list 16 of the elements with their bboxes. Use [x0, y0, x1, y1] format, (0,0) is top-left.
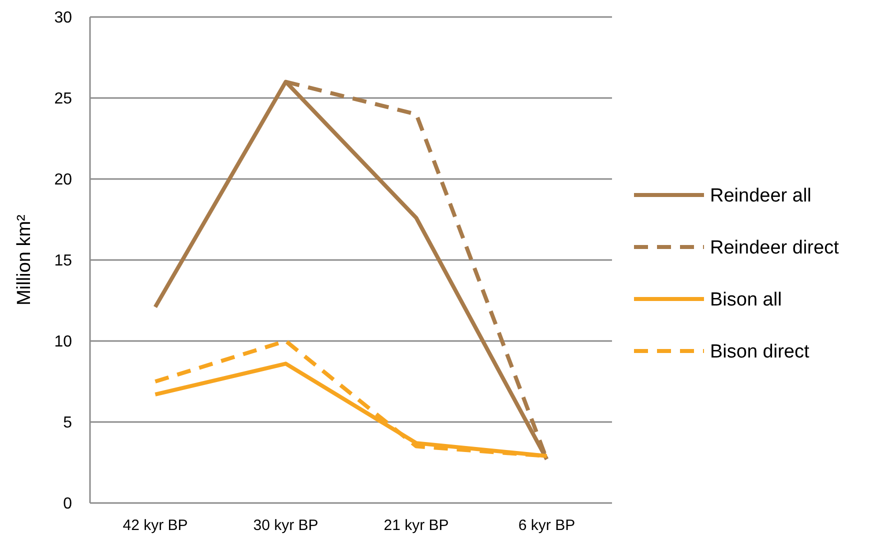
y-tick-label: 5 [63, 414, 72, 432]
y-axis-title: Million km² [14, 214, 35, 306]
y-tick-label: 30 [54, 10, 72, 27]
y-tick-label: 10 [54, 334, 72, 351]
x-tick-label: 42 kyr BP [122, 517, 188, 534]
legend-label: Reindeer all [710, 186, 812, 207]
x-tick-label: 21 kyr BP [384, 517, 449, 534]
legend-label: Reindeer direct [710, 238, 840, 259]
legend-label: Bison direct [710, 342, 810, 363]
x-tick-label: 6 kyr BP [518, 517, 576, 534]
y-tick-label: 20 [54, 172, 72, 189]
y-tick-label: 15 [54, 252, 72, 270]
x-tick-label: 30 kyr BP [253, 517, 318, 534]
y-tick-label: 25 [54, 90, 72, 108]
y-tick-label: 0 [63, 496, 72, 513]
legend-label: Bison all [710, 290, 782, 311]
